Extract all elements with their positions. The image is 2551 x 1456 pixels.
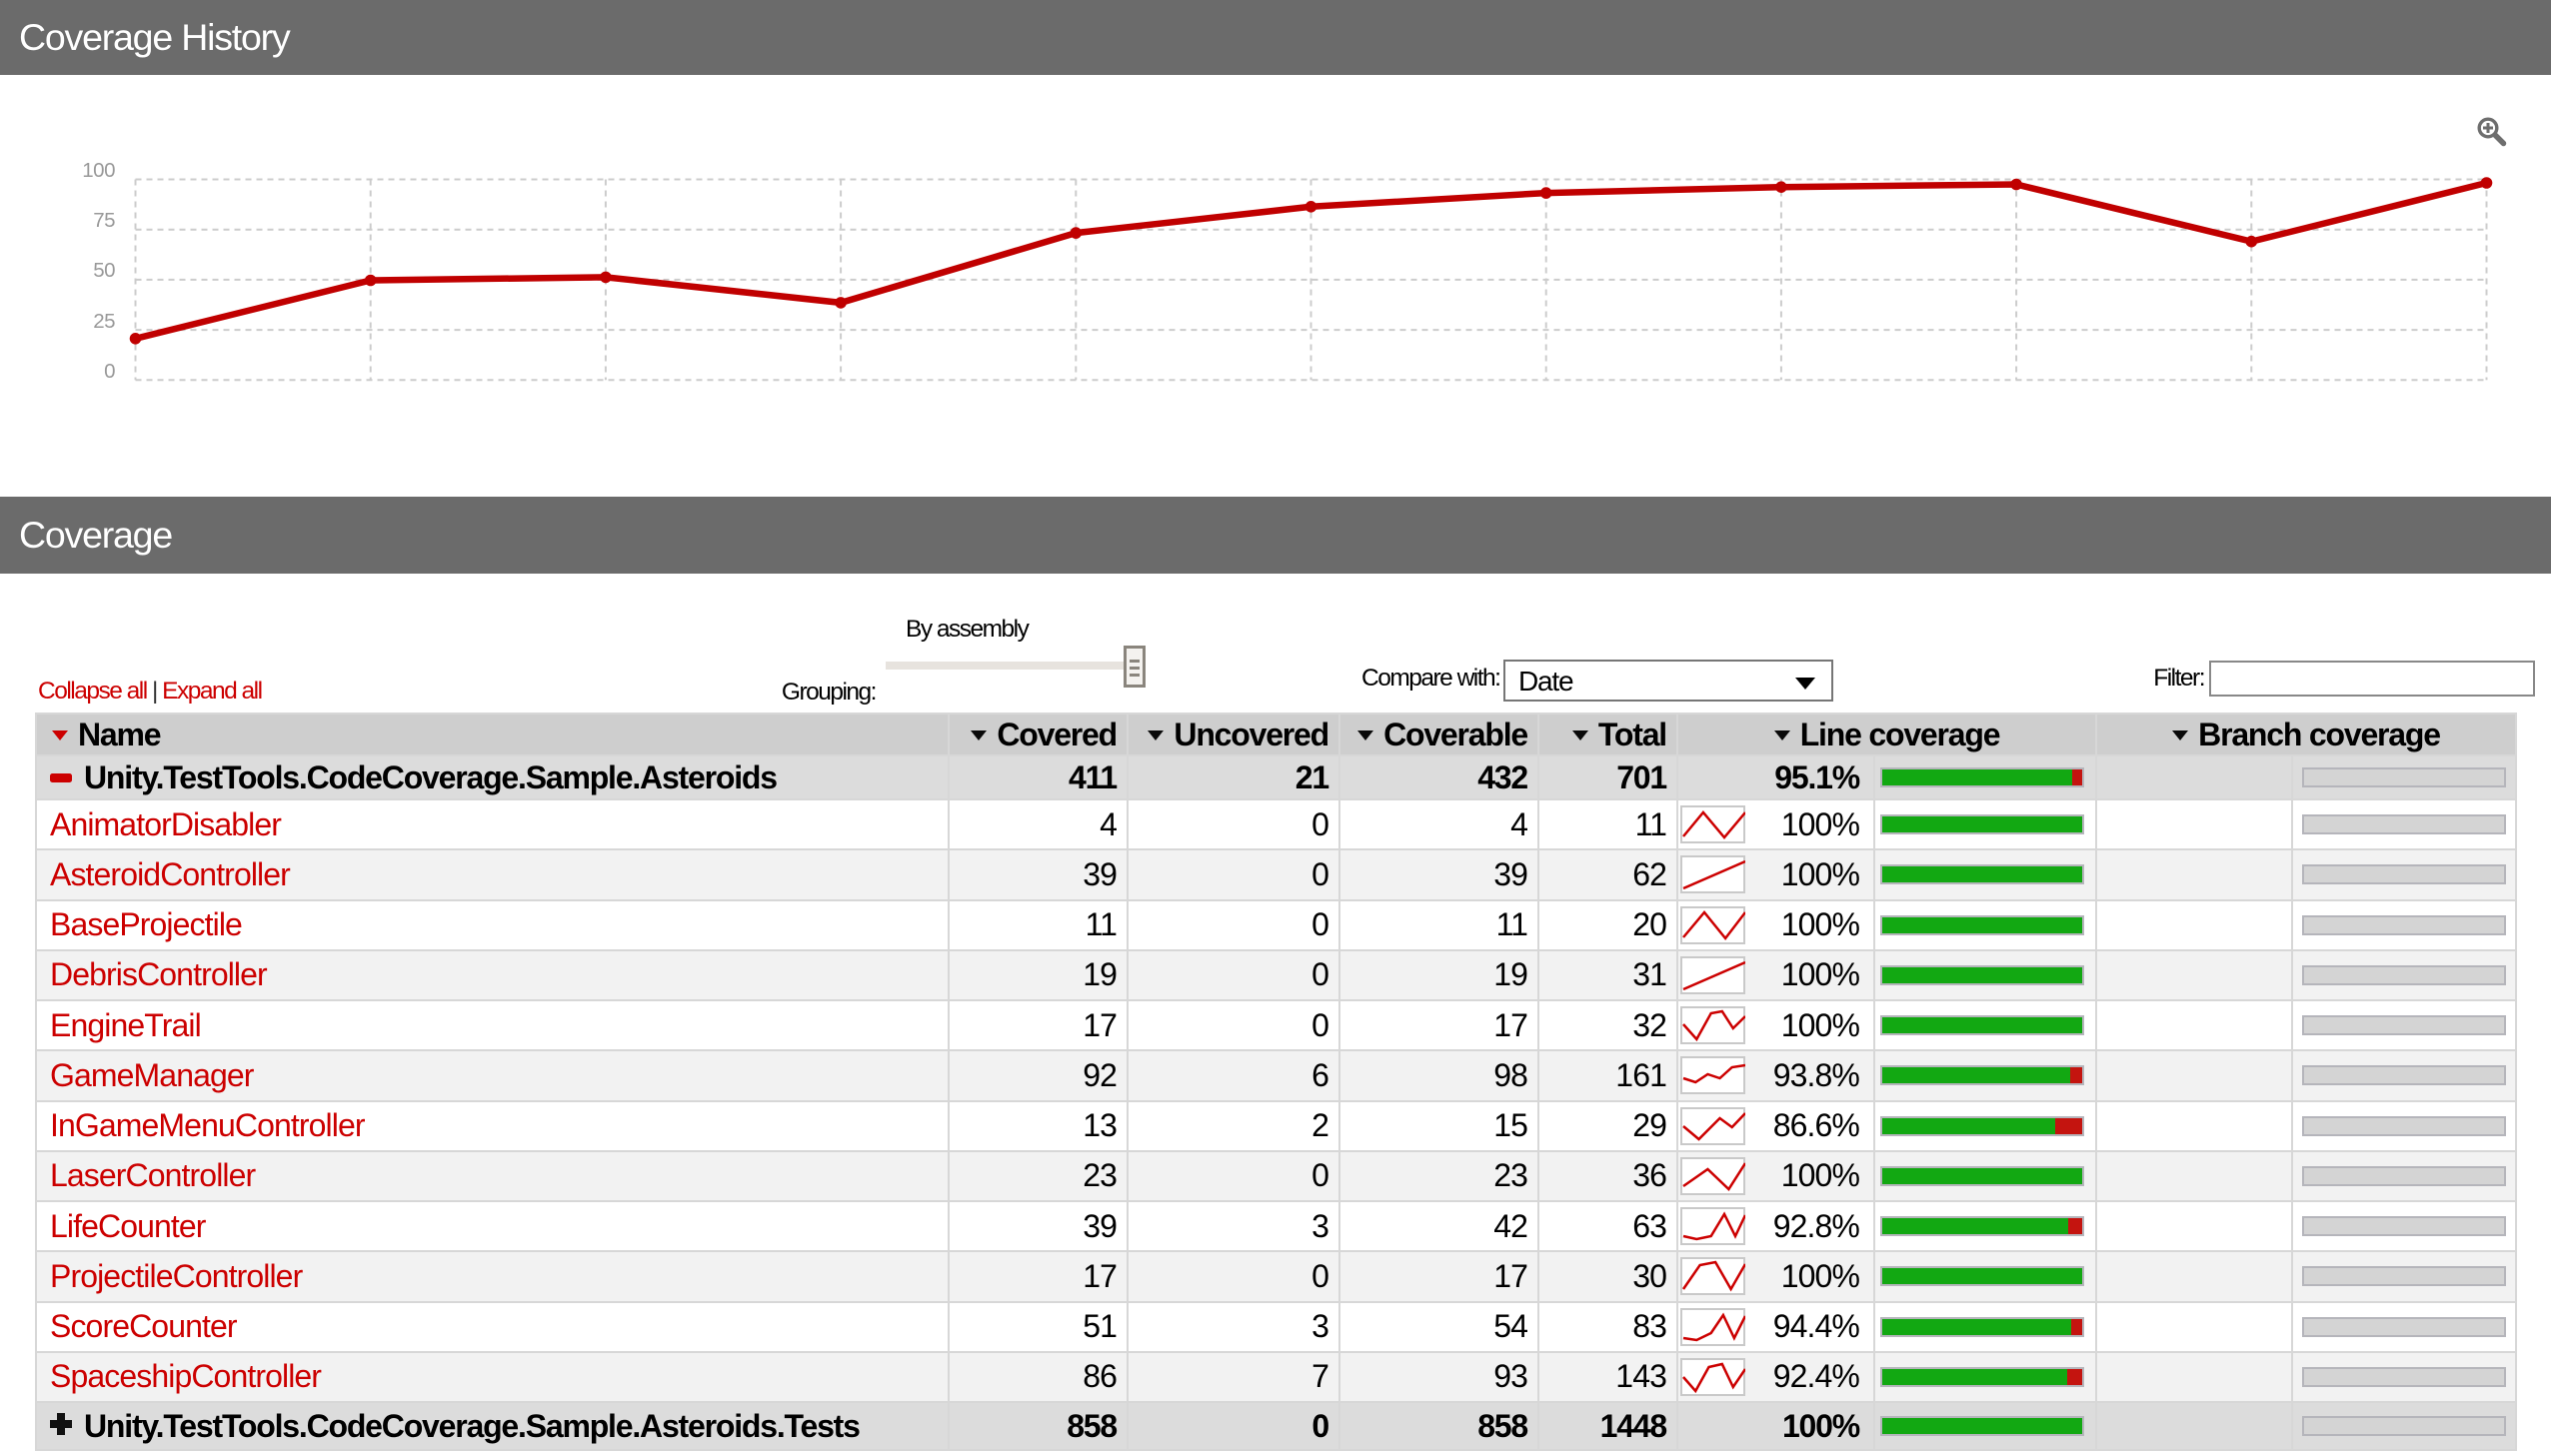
svg-text:0: 0	[104, 360, 115, 383]
svg-text:100: 100	[82, 159, 115, 182]
svg-text:25: 25	[93, 310, 115, 333]
svg-text:75: 75	[93, 209, 115, 232]
svg-text:50: 50	[93, 259, 115, 282]
